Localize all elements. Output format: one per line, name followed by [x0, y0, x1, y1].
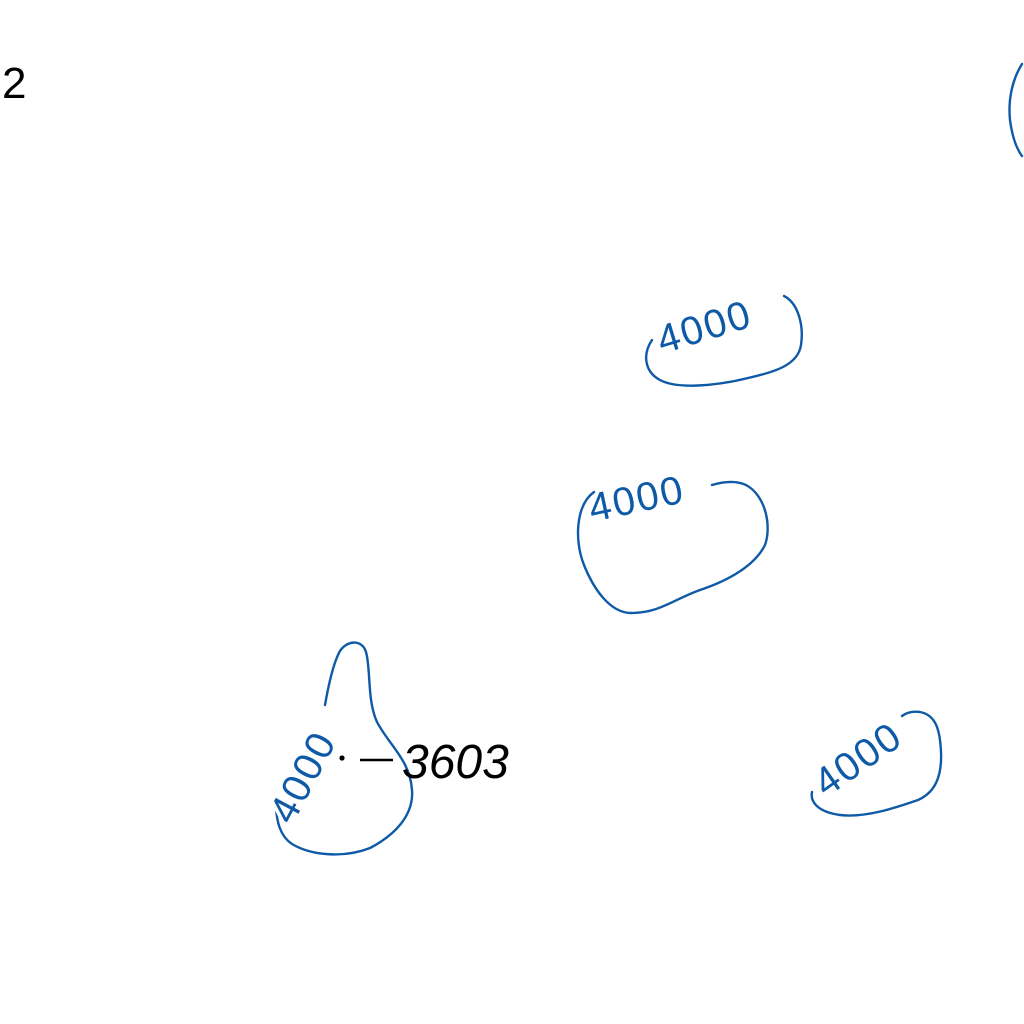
contour-label-b: 4000 [585, 468, 689, 531]
spot-height-value: 3603 [402, 736, 509, 789]
contour-label-c: 4000 [261, 724, 345, 830]
contour-line-a: 4000 [644, 289, 803, 387]
tile-number: 2 [2, 59, 26, 108]
spot-height: 3603 [339, 736, 509, 789]
spot-height-dot-icon [339, 755, 345, 761]
contour-line-b: 4000 [576, 464, 769, 615]
contour-line-d: 4000 [802, 710, 943, 817]
contour-label-d: 4000 [806, 714, 911, 806]
contour-label-a: 4000 [652, 292, 758, 362]
contour-line-e [1008, 62, 1024, 158]
contour-line-c: 4000 [258, 641, 414, 856]
